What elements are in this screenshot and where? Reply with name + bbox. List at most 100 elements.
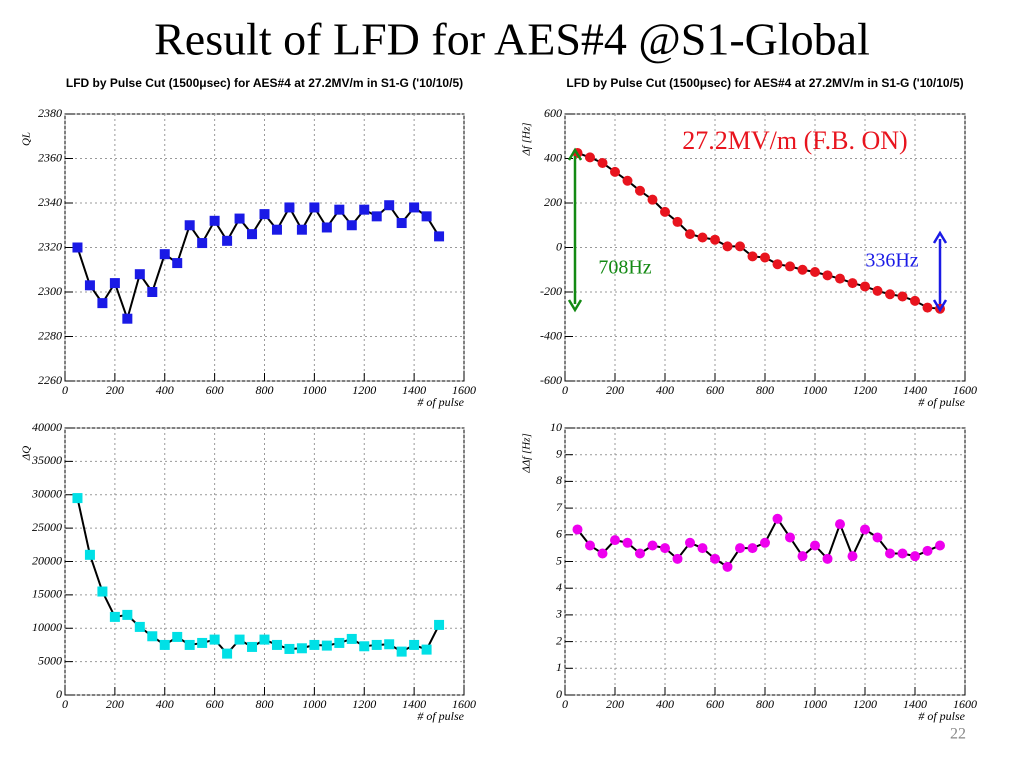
point (359, 641, 370, 652)
point (722, 561, 733, 572)
point (109, 611, 120, 622)
point (622, 175, 633, 186)
y-tick-label: 30000 (31, 487, 62, 501)
y-tick-label: 10000 (32, 620, 62, 634)
point (147, 287, 158, 297)
y-tick-label: 2380 (38, 106, 62, 120)
y-tick-label: 2280 (38, 328, 62, 342)
x-tick-label: 1600 (953, 697, 977, 711)
point (622, 537, 633, 548)
point (585, 152, 595, 163)
x-tick-label: 600 (706, 697, 724, 711)
point (384, 639, 395, 650)
point (572, 524, 583, 535)
point (885, 289, 895, 300)
y-axis-label: QL (21, 132, 33, 146)
y-tick-label: 5000 (38, 653, 62, 667)
x-tick-label: 1600 (452, 383, 476, 397)
x-tick-label: 400 (656, 383, 674, 397)
y-tick-label: 6 (556, 527, 562, 541)
x-tick-label: 200 (106, 697, 124, 711)
point (97, 586, 108, 597)
x-tick-label: 600 (206, 697, 224, 711)
point (872, 285, 883, 296)
point (860, 281, 870, 292)
x-tick-label: 1200 (853, 383, 877, 397)
point (296, 643, 307, 654)
point (209, 215, 220, 226)
point (184, 220, 195, 231)
annotation: 336Hz (865, 250, 918, 272)
point (822, 553, 833, 564)
point (222, 648, 233, 659)
point (271, 639, 282, 650)
point (72, 493, 83, 504)
x-tick-label: 1000 (302, 697, 326, 711)
point (660, 206, 670, 217)
x-tick-label: 1400 (402, 383, 426, 397)
point (409, 202, 420, 213)
point (835, 519, 845, 530)
point (585, 540, 595, 551)
point (597, 548, 608, 559)
point (284, 643, 295, 654)
point (359, 204, 370, 215)
x-tick-label: 1000 (803, 383, 827, 397)
y-tick-label: 9 (556, 446, 562, 460)
x-tick-label: 400 (156, 383, 174, 397)
point (159, 639, 170, 650)
point (172, 631, 183, 642)
y-tick-label: 200 (544, 195, 562, 209)
point (847, 278, 858, 289)
point (334, 637, 345, 648)
point (797, 551, 808, 562)
point (346, 220, 357, 231)
x-tick-label: 1200 (853, 697, 877, 711)
x-tick-label: 1600 (452, 697, 476, 711)
point (747, 543, 758, 554)
point (296, 224, 307, 235)
arrow-head (932, 299, 948, 313)
point (860, 524, 870, 535)
y-tick-label: 600 (544, 106, 562, 120)
point (610, 166, 620, 177)
point (421, 644, 432, 655)
point (922, 545, 933, 556)
point (109, 278, 120, 289)
y-tick-label: 2300 (38, 284, 62, 298)
slide-title: Result of LFD for AES#4 @S1-Global (154, 14, 870, 65)
x-tick-label: 600 (706, 383, 724, 397)
y-axis-label: Δf [Hz] (521, 122, 533, 156)
point (735, 543, 745, 554)
point (209, 634, 220, 645)
point (309, 639, 320, 650)
y-axis-label: ΔQ (21, 446, 33, 461)
annotation: 708Hz (598, 257, 651, 279)
point (822, 270, 833, 281)
y-axis-label: ΔΔf [Hz] (521, 433, 533, 474)
x-tick-label: 1000 (302, 383, 326, 397)
annotation: 27.2MV/m (F.B. ON) (682, 126, 907, 155)
x-tick-label: 1600 (953, 383, 977, 397)
y-tick-label: 4 (556, 580, 562, 594)
y-tick-label: 0 (556, 687, 562, 701)
point (710, 234, 720, 245)
point (910, 551, 920, 562)
point (897, 291, 908, 302)
point (384, 200, 395, 211)
x-axis-label: # of pulse (417, 395, 464, 409)
x-tick-label: 200 (606, 697, 624, 711)
y-tick-label: 400 (544, 150, 562, 164)
y-tick-label: 1 (556, 660, 562, 674)
point (197, 238, 208, 249)
x-tick-label: 1400 (402, 697, 426, 711)
point (234, 213, 245, 224)
point (321, 222, 332, 233)
x-tick-label: 200 (606, 383, 624, 397)
y-tick-label: 0 (556, 239, 562, 253)
point (434, 619, 445, 630)
y-tick-label: -600 (540, 373, 562, 387)
point (84, 280, 95, 291)
point (885, 548, 895, 559)
point (321, 640, 332, 651)
